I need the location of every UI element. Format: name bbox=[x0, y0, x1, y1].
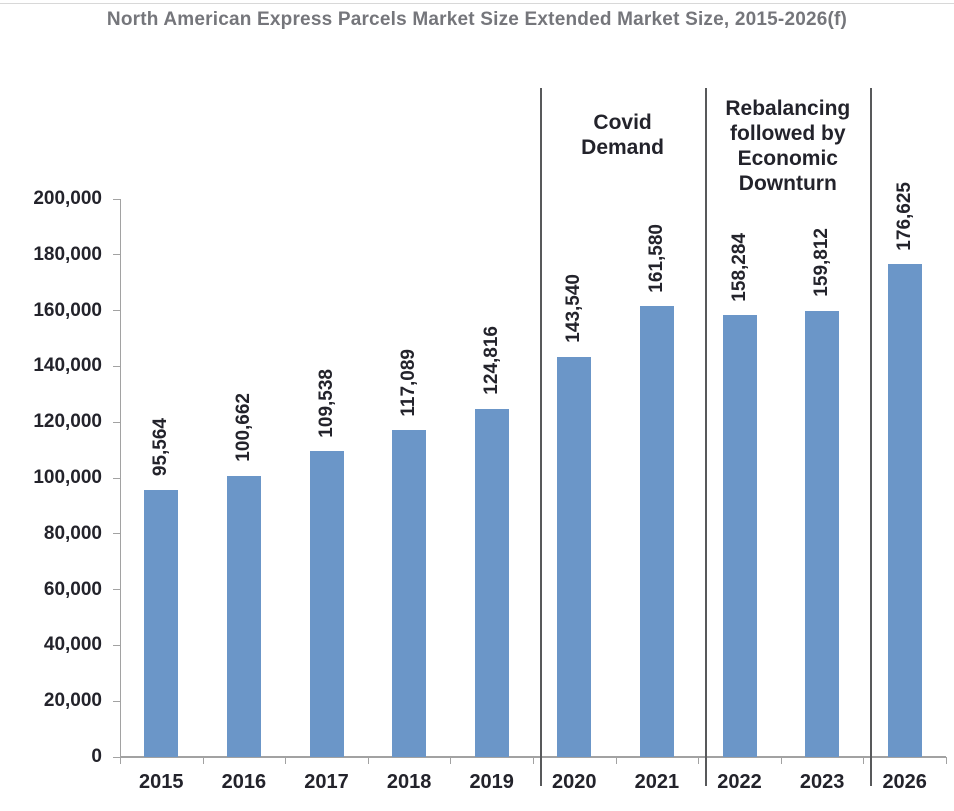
y-axis-tick bbox=[113, 254, 120, 256]
bar-2023 bbox=[805, 311, 840, 757]
bar-2020 bbox=[557, 356, 592, 757]
bar-value-label: 109,538 bbox=[315, 368, 337, 438]
bar-value-label: 95,564 bbox=[150, 418, 172, 477]
bar-2017 bbox=[309, 451, 344, 757]
annotation-line: Covid bbox=[593, 111, 652, 134]
y-axis-tick bbox=[113, 421, 120, 423]
y-axis-tick bbox=[113, 756, 120, 758]
bar-value-label: 117,089 bbox=[398, 348, 420, 417]
bar-value-label: 161,580 bbox=[645, 223, 667, 293]
y-axis-tick-label: 100,000 bbox=[33, 467, 102, 488]
x-axis-tick bbox=[450, 757, 452, 764]
phase-divider-line bbox=[705, 88, 708, 786]
x-axis-tick bbox=[698, 757, 700, 764]
y-axis-tick bbox=[113, 644, 120, 646]
bar-2015 bbox=[144, 490, 179, 757]
y-axis-tick-label: 120,000 bbox=[33, 411, 102, 433]
x-axis-tick bbox=[615, 757, 617, 764]
x-axis-tick bbox=[863, 757, 865, 764]
x-axis-category-label: 2016 bbox=[221, 771, 267, 793]
y-axis-tick-label: 140,000 bbox=[33, 355, 102, 377]
phase-divider-line bbox=[870, 88, 873, 786]
chart-title: North American Express Parcels Market Si… bbox=[106, 9, 848, 30]
y-axis-tick bbox=[113, 589, 120, 591]
y-axis-tick bbox=[113, 198, 120, 200]
y-axis-tick-label: 40,000 bbox=[43, 634, 102, 656]
annotation-line: Rebalancing bbox=[725, 97, 851, 120]
x-axis-category-label: 2023 bbox=[799, 771, 845, 793]
y-axis-tick-label: 180,000 bbox=[33, 243, 102, 265]
x-axis-category-label: 2018 bbox=[386, 771, 432, 793]
x-axis-category-label: 2020 bbox=[552, 771, 597, 793]
annotation-line: followed by bbox=[730, 122, 846, 145]
bar-value-label: 159,812 bbox=[811, 228, 833, 298]
bar-2019 bbox=[474, 408, 509, 757]
y-axis-tick bbox=[113, 533, 120, 535]
bar-2022 bbox=[722, 315, 757, 757]
x-axis-tick bbox=[285, 757, 287, 764]
x-axis-category-label: 2017 bbox=[304, 771, 349, 793]
x-axis-category-label: 2019 bbox=[469, 771, 514, 793]
y-axis-tick-label: 0 bbox=[91, 746, 102, 767]
x-axis-category-label: 2022 bbox=[717, 771, 762, 793]
top-divider-line bbox=[0, 3, 954, 4]
x-axis-tick bbox=[202, 757, 204, 764]
bar-2026 bbox=[887, 264, 922, 757]
x-axis-category-label: 2021 bbox=[634, 771, 680, 793]
y-axis-tick bbox=[113, 700, 120, 702]
annotation-covid-demand: Covid Demand bbox=[503, 110, 743, 160]
y-axis-tick bbox=[113, 365, 120, 367]
y-axis-tick bbox=[113, 310, 120, 312]
bar-2018 bbox=[392, 430, 427, 757]
y-axis-tick-label: 160,000 bbox=[33, 299, 102, 321]
x-axis-tick bbox=[367, 757, 369, 764]
y-axis-tick-label: 80,000 bbox=[43, 522, 102, 544]
y-axis-tick-label: 60,000 bbox=[43, 578, 102, 600]
y-axis-tick-label: 20,000 bbox=[43, 690, 102, 712]
annotation-line: Downturn bbox=[738, 172, 837, 195]
bar-value-label: 143,540 bbox=[563, 273, 585, 343]
y-axis-tick-label: 200,000 bbox=[33, 188, 102, 209]
y-axis-line bbox=[120, 199, 121, 757]
x-axis-category-label: 2026 bbox=[882, 771, 927, 793]
bar-value-label: 158,284 bbox=[728, 232, 750, 302]
x-axis-tick bbox=[780, 757, 782, 764]
annotation-line: Economic bbox=[737, 147, 838, 170]
x-axis-tick bbox=[946, 757, 947, 764]
bar-2021 bbox=[639, 306, 674, 757]
phase-divider-line bbox=[540, 88, 542, 786]
x-axis-category-label: 2015 bbox=[139, 771, 184, 793]
bar-value-label: 100,662 bbox=[232, 393, 254, 463]
bar-2016 bbox=[226, 476, 261, 757]
x-axis-tick bbox=[533, 757, 534, 764]
annotation-rebalancing-economic-downturn: Rebalancing followed by Economic Downturn bbox=[668, 96, 908, 196]
y-axis-tick bbox=[113, 477, 120, 479]
annotation-line: Demand bbox=[581, 136, 665, 159]
bar-value-label: 124,816 bbox=[480, 326, 502, 395]
x-axis-tick bbox=[120, 757, 121, 764]
